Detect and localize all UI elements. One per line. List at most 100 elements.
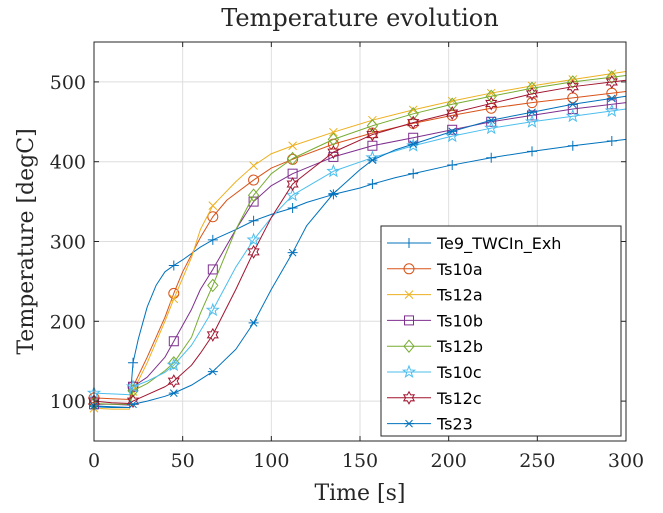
asterisk-marker <box>527 108 538 117</box>
diamond-marker <box>286 151 299 166</box>
series-line <box>93 71 627 410</box>
pentagram-marker <box>285 187 300 202</box>
plus-marker <box>128 357 139 368</box>
x-tick-label: 300 <box>608 450 644 472</box>
y-tick-label: 400 <box>50 152 86 174</box>
plus-marker <box>287 202 298 213</box>
square-marker <box>168 336 179 347</box>
asterisk-marker <box>128 400 139 409</box>
hexagram-marker <box>167 374 180 389</box>
pentagram-marker <box>604 103 619 117</box>
pentagram-marker <box>445 128 460 143</box>
pentagram-marker <box>401 364 417 379</box>
legend-label: Ts10b <box>436 311 483 330</box>
plus-marker <box>567 140 578 151</box>
x-marker <box>329 127 338 137</box>
square-marker <box>408 132 419 143</box>
square-marker <box>207 264 218 275</box>
series-line <box>93 75 627 405</box>
asterisk-marker <box>486 116 497 125</box>
x-marker <box>408 105 418 115</box>
legend-entry: Ts12c <box>387 389 482 408</box>
legend-entry: Ts10b <box>387 311 483 330</box>
x-tick-label: 100 <box>253 450 289 472</box>
plus-marker <box>408 168 419 179</box>
circle-marker <box>207 211 219 223</box>
diamond-marker <box>127 383 139 398</box>
hexagram-marker <box>286 177 299 192</box>
asterisk-marker <box>367 156 378 164</box>
legend-label: Ts10a <box>436 260 483 279</box>
diamond-marker <box>247 188 260 202</box>
diamond-marker <box>403 339 415 353</box>
y-tick-label: 200 <box>50 311 86 333</box>
hexagram-marker <box>126 394 140 409</box>
hexagram-marker <box>247 244 260 259</box>
y-tick-label: 300 <box>50 232 86 254</box>
plus-marker <box>447 159 458 170</box>
circle-marker <box>526 97 538 109</box>
plus-marker <box>404 238 414 248</box>
asterisk-marker <box>168 389 179 397</box>
y-tick-label: 100 <box>50 391 86 413</box>
series-ts12b <box>88 70 627 411</box>
asterisk-marker <box>404 419 414 428</box>
pentagram-marker <box>246 232 261 246</box>
diamond-marker <box>485 89 497 104</box>
pentagram-marker <box>484 120 499 135</box>
pentagram-marker <box>365 150 380 164</box>
diamond-marker <box>606 70 618 84</box>
asterisk-marker <box>248 319 259 327</box>
hexagram-marker <box>485 96 498 111</box>
hexagram-marker <box>566 79 579 94</box>
series-ts23 <box>89 94 627 410</box>
plus-marker <box>328 189 339 200</box>
asterisk-marker <box>567 100 578 109</box>
plus-marker <box>606 136 617 147</box>
x-tick-label: 50 <box>171 450 195 472</box>
asterisk-marker <box>408 140 419 148</box>
legend-entry: Ts10a <box>387 260 483 279</box>
x-tick-label: 150 <box>342 450 378 472</box>
hexagram-marker <box>605 74 618 89</box>
legend-entry: Ts10c <box>387 363 482 382</box>
x-marker <box>288 141 297 151</box>
plus-marker <box>527 146 538 157</box>
legend-entry: Te9_TWCIn_Exh <box>387 234 561 254</box>
x-marker <box>249 161 258 171</box>
diamond-marker <box>446 97 458 112</box>
plus-marker <box>248 215 259 226</box>
plus-marker <box>207 234 218 245</box>
pentagram-marker <box>524 114 540 128</box>
legend: Te9_TWCIn_Exh Ts10a Ts12a Ts10b Ts12b Ts10c Ts… <box>380 225 622 437</box>
square-marker <box>248 196 259 207</box>
pentagram-marker <box>326 163 341 178</box>
y-tick-label: 500 <box>50 72 86 94</box>
x-marker <box>404 290 414 299</box>
legend-entry: Ts12b <box>387 337 483 356</box>
hexagram-marker <box>206 327 219 342</box>
plus-marker <box>367 179 378 190</box>
square-marker <box>404 315 414 326</box>
asterisk-marker <box>328 189 339 198</box>
x-marker <box>208 201 218 210</box>
chart-title: Temperature evolution <box>221 4 498 32</box>
x-marker <box>607 69 617 78</box>
plus-marker <box>168 260 179 271</box>
legend-label: Ts23 <box>436 415 473 434</box>
diamond-marker <box>567 75 579 89</box>
legend-label: Ts12b <box>436 337 483 356</box>
asterisk-marker <box>447 127 458 136</box>
y-axis: 100 200 300 400 500 <box>50 72 626 413</box>
legend-box <box>380 225 622 437</box>
series-ts10c <box>86 103 627 400</box>
pentagram-marker <box>166 357 181 372</box>
x-tick-label: 200 <box>431 450 467 472</box>
hexagram-marker <box>402 390 416 405</box>
hexagram-marker <box>407 115 420 130</box>
legend-label: Ts12a <box>436 286 483 305</box>
series-line <box>93 108 627 396</box>
pentagram-marker <box>205 302 220 317</box>
square-marker <box>527 110 538 121</box>
